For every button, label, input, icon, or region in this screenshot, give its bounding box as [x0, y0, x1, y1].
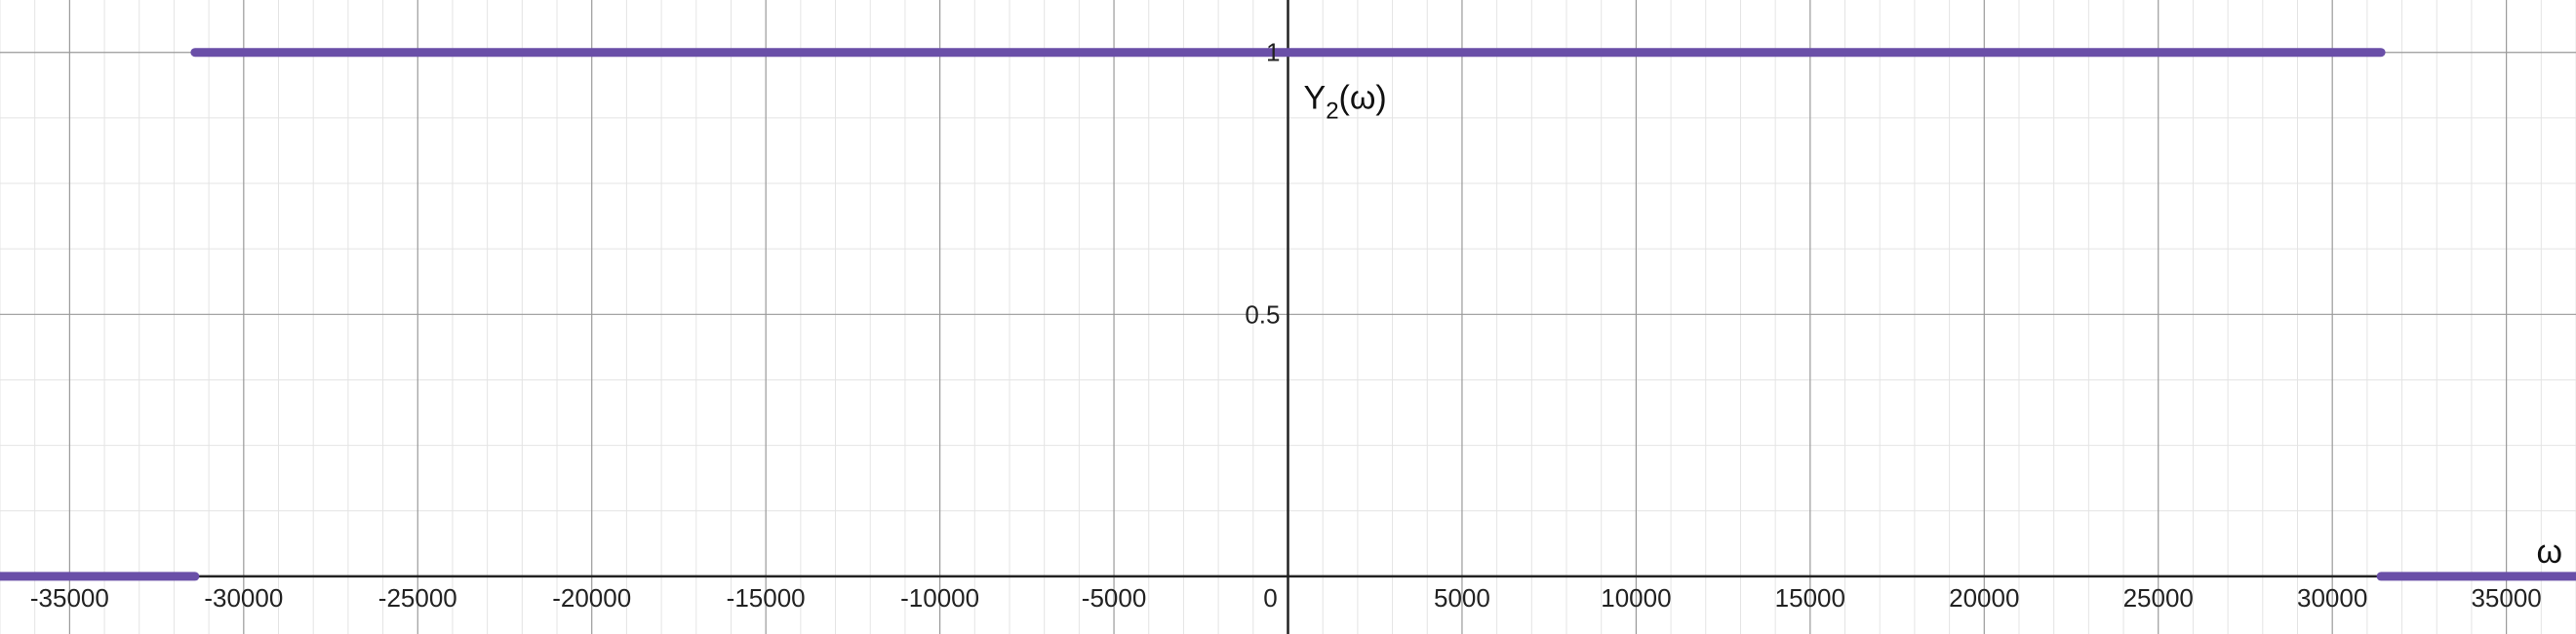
x-tick-label: -35000: [30, 583, 109, 613]
x-tick-label: -20000: [552, 583, 631, 613]
y-axis-title-main: Y: [1304, 80, 1327, 117]
x-tick-label: 20000: [1949, 583, 2019, 613]
tick-labels: -35000 -30000 -25000 -20000 -15000 -10000 -500…: [30, 38, 2542, 613]
x-tick-label: 15000: [1775, 583, 1845, 613]
y-axis-title-subscript: 2: [1326, 99, 1338, 125]
x-tick-label: 30000: [2297, 583, 2367, 613]
x-tick-label: 10000: [1601, 583, 1671, 613]
x-tick-label: 25000: [2123, 583, 2194, 613]
x-tick-label: -5000: [1082, 583, 1147, 613]
x-tick-label: -15000: [727, 583, 806, 613]
y-axis-title-rest: (ω): [1339, 80, 1387, 117]
x-tick-label: -25000: [378, 583, 457, 613]
y-tick-label: 0.5: [1245, 299, 1280, 329]
x-tick-label: 0: [1263, 583, 1277, 613]
x-tick-label: 35000: [2471, 583, 2541, 613]
x-axis-title: ω: [2536, 534, 2562, 571]
x-tick-label: -10000: [900, 583, 979, 613]
y-tick-label: 1: [1266, 38, 1280, 67]
y-axis-title: Y2(ω): [1304, 80, 1387, 125]
x-tick-label: 5000: [1434, 583, 1490, 613]
series-layer: [0, 48, 2576, 581]
x-tick-label: -30000: [204, 583, 283, 613]
